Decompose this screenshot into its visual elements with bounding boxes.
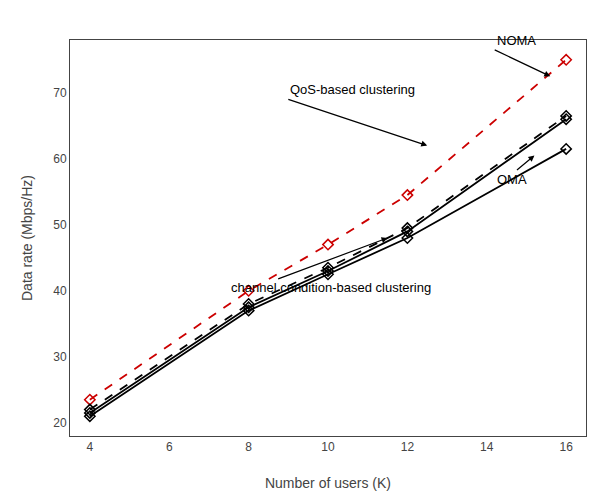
svg-text:4: 4 — [87, 440, 94, 454]
svg-text:6: 6 — [166, 440, 173, 454]
svg-text:Number of users (K): Number of users (K) — [265, 475, 391, 491]
svg-text:NOMA: NOMA — [497, 33, 536, 48]
svg-text:QoS-based clustering: QoS-based clustering — [290, 82, 415, 97]
svg-text:12: 12 — [401, 440, 415, 454]
svg-text:14: 14 — [480, 440, 494, 454]
svg-text:60: 60 — [53, 152, 67, 166]
svg-text:40: 40 — [53, 284, 67, 298]
svg-text:OMA: OMA — [497, 172, 527, 187]
svg-text:16: 16 — [559, 440, 573, 454]
svg-text:50: 50 — [53, 218, 67, 232]
svg-text:Data rate (Mbps/Hz): Data rate (Mbps/Hz) — [19, 175, 35, 301]
svg-text:10: 10 — [321, 440, 335, 454]
svg-text:8: 8 — [245, 440, 252, 454]
svg-text:30: 30 — [53, 350, 67, 364]
svg-text:20: 20 — [53, 416, 67, 430]
svg-text:70: 70 — [53, 86, 67, 100]
svg-text:channel condition-based cluste: channel condition-based clustering — [231, 280, 431, 295]
